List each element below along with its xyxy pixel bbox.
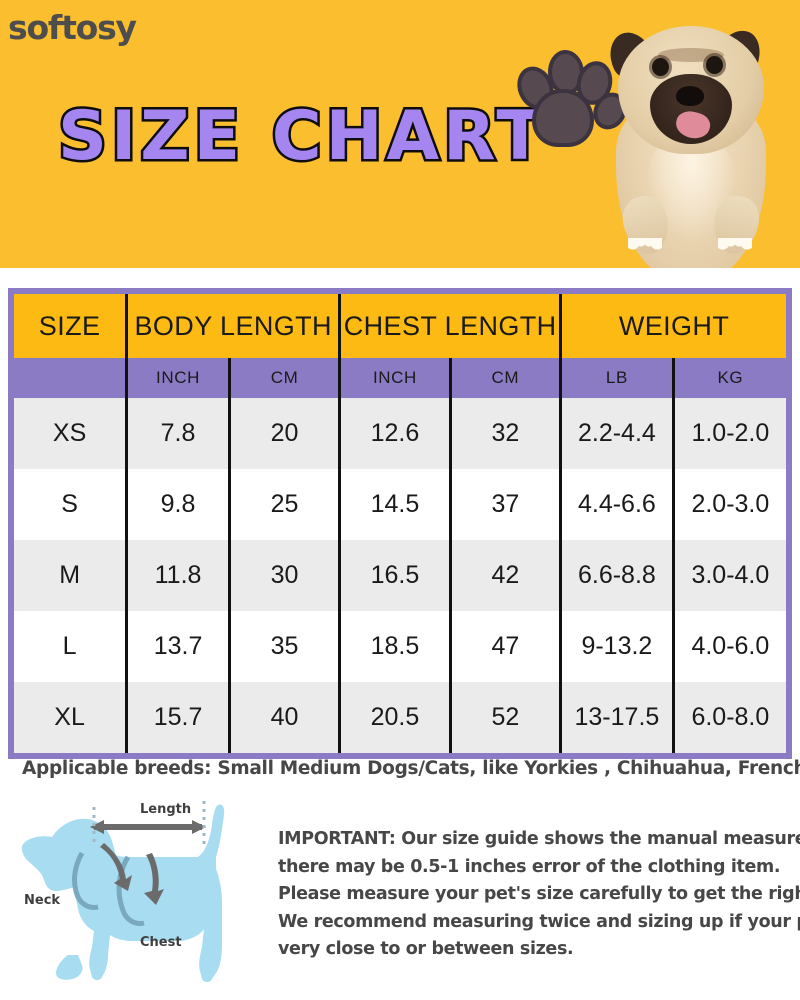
- dog-measurement-diagram: Length Neck Chest: [12, 795, 264, 995]
- dog-silhouette-shape: [21, 804, 225, 982]
- dog-toes-right: [718, 238, 752, 250]
- dog-nose: [676, 86, 704, 106]
- cell-weight-kg: 3.0-4.0: [671, 540, 786, 611]
- important-note-line-3: Please measure your pet's size carefully…: [278, 884, 800, 904]
- important-note-line-1: IMPORTANT: Our size guide shows the manu…: [278, 829, 800, 849]
- cell-body-inch: 11.8: [125, 540, 230, 611]
- header-unit-chest-cm: CM: [448, 358, 561, 398]
- length-arrow: [90, 820, 206, 834]
- cell-weight-kg: 6.0-8.0: [671, 682, 786, 753]
- cell-size: XL: [14, 682, 127, 753]
- size-chart-table-frame: SIZE BODY LENGTH CHEST LENGTH WEIGHT INC…: [8, 288, 792, 759]
- cell-body-cm: 30: [227, 540, 340, 611]
- cell-chest-inch: 14.5: [338, 469, 451, 540]
- page-title-wrapper: SIZE CHART: [56, 92, 578, 182]
- important-note-line-4: We recommend measuring twice and sizing …: [278, 911, 800, 932]
- cell-chest-cm: 42: [448, 540, 561, 611]
- cell-body-inch: 13.7: [125, 611, 230, 682]
- cell-weight-kg: 2.0-3.0: [671, 469, 786, 540]
- header-unit-blank: [14, 358, 127, 398]
- cell-chest-cm: 32: [448, 398, 561, 469]
- cell-size: S: [14, 469, 127, 540]
- cell-body-inch: 9.8: [125, 469, 230, 540]
- important-note-line-5: very close to or between sizes.: [278, 939, 574, 959]
- table-row: L 13.7 35 18.5 47 9-13.2 4.0-6.0: [14, 611, 786, 682]
- cell-chest-inch: 18.5: [338, 611, 451, 682]
- dog-toes-left: [628, 238, 662, 250]
- page-title: SIZE CHART: [56, 95, 547, 179]
- table-row: M 11.8 30 16.5 42 6.6-8.8 3.0-4.0: [14, 540, 786, 611]
- cell-weight-kg: 4.0-6.0: [671, 611, 786, 682]
- paw-print-icon: [508, 48, 634, 148]
- brand-logo: softosy: [8, 8, 137, 47]
- cell-weight-lb: 9-13.2: [559, 611, 674, 682]
- dog-eye-left: [652, 58, 669, 76]
- dog-front-paw-shape: [56, 955, 83, 980]
- table-body: XS 7.8 20 12.6 32 2.2-4.4 1.0-2.0 S 9.8 …: [14, 398, 786, 753]
- cell-size: XS: [14, 398, 127, 469]
- size-chart-table: SIZE BODY LENGTH CHEST LENGTH WEIGHT INC…: [14, 294, 786, 753]
- cell-chest-inch: 12.6: [338, 398, 451, 469]
- cell-weight-lb: 4.4-6.6: [559, 469, 674, 540]
- header-unit-body-cm: CM: [227, 358, 340, 398]
- table-row: XS 7.8 20 12.6 32 2.2-4.4 1.0-2.0: [14, 398, 786, 469]
- paw-main-pad: [532, 89, 594, 147]
- cell-chest-cm: 47: [448, 611, 561, 682]
- cell-body-cm: 20: [227, 398, 340, 469]
- table-row: XL 15.7 40 20.5 52 13-17.5 6.0-8.0: [14, 682, 786, 753]
- dog-diagram-svg: [21, 801, 225, 982]
- diagram-label-neck: Neck: [24, 893, 61, 908]
- cell-weight-lb: 6.6-8.8: [559, 540, 674, 611]
- cell-body-cm: 25: [227, 469, 340, 540]
- header-unit-weight-lb: LB: [559, 358, 674, 398]
- table-unit-header-row: INCH CM INCH CM LB KG: [14, 358, 786, 398]
- pug-dog-photo: [588, 0, 800, 268]
- cell-weight-lb: 2.2-4.4: [559, 398, 674, 469]
- cell-weight-lb: 13-17.5: [559, 682, 674, 753]
- cell-chest-inch: 20.5: [338, 682, 451, 753]
- header-chest-length: CHEST LENGTH: [338, 294, 561, 358]
- header-unit-weight-kg: KG: [671, 358, 786, 398]
- important-note: IMPORTANT: Our size guide shows the manu…: [278, 826, 800, 964]
- applicable-breeds-note: Applicable breeds: Small Medium Dogs/Cat…: [22, 758, 800, 779]
- cell-weight-kg: 1.0-2.0: [671, 398, 786, 469]
- dog-eye-right: [706, 56, 723, 74]
- header-body-length: BODY LENGTH: [125, 294, 340, 358]
- cell-chest-cm: 52: [448, 682, 561, 753]
- cell-size: M: [14, 540, 127, 611]
- cell-body-inch: 7.8: [125, 398, 230, 469]
- header-unit-body-inch: INCH: [125, 358, 230, 398]
- cell-size: L: [14, 611, 127, 682]
- neck-measure-band: [72, 851, 99, 910]
- important-note-line-2: there may be 0.5-1 inches error of the c…: [278, 856, 781, 877]
- table-group-header-row: SIZE BODY LENGTH CHEST LENGTH WEIGHT: [14, 294, 786, 358]
- chest-arrow: [144, 853, 164, 905]
- cell-body-cm: 35: [227, 611, 340, 682]
- cell-body-cm: 40: [227, 682, 340, 753]
- neck-arrow: [100, 843, 132, 891]
- header-banner: softosy SIZE CHART: [0, 0, 800, 268]
- table-row: S 9.8 25 14.5 37 4.4-6.6 2.0-3.0: [14, 469, 786, 540]
- cell-body-inch: 15.7: [125, 682, 230, 753]
- diagram-label-length: Length: [140, 802, 192, 817]
- cell-chest-cm: 37: [448, 469, 561, 540]
- header-weight: WEIGHT: [559, 294, 786, 358]
- header-unit-chest-inch: INCH: [338, 358, 451, 398]
- header-size: SIZE: [14, 294, 127, 358]
- diagram-label-chest: Chest: [140, 935, 182, 950]
- cell-chest-inch: 16.5: [338, 540, 451, 611]
